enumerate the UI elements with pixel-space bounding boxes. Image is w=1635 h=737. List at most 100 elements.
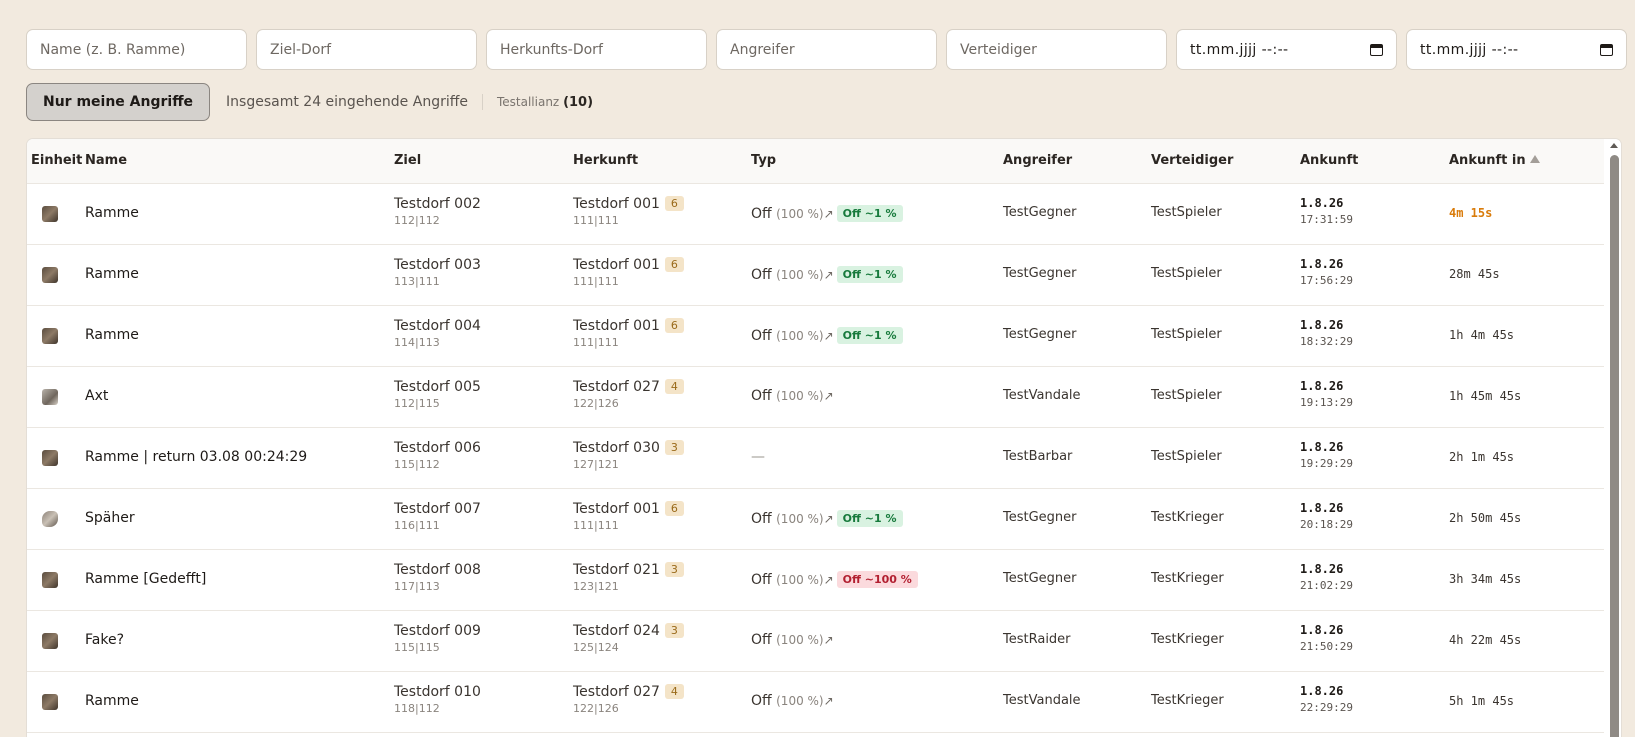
target-village-link[interactable]: Testdorf 007: [394, 501, 481, 517]
defender-name[interactable]: TestSpieler: [1151, 266, 1222, 281]
origin-coords: 123|121: [573, 580, 619, 593]
date-from-input[interactable]: tt.mm.jjjj --:--: [1176, 29, 1397, 70]
attacker-name[interactable]: TestGegner: [1003, 205, 1077, 220]
arrow-up-right-icon[interactable]: ↗: [823, 573, 834, 587]
attacker-name[interactable]: TestGegner: [1003, 571, 1077, 586]
defender-name[interactable]: TestSpieler: [1151, 327, 1222, 342]
table-row[interactable]: Späher Testdorf 007 116|111 Testdorf 001 6 11…: [27, 489, 1604, 550]
origin-coords: 111|111: [573, 275, 619, 288]
defender-name[interactable]: TestKrieger: [1151, 571, 1224, 586]
origin-village-filter-input[interactable]: Herkunfts-Dorf: [486, 29, 707, 70]
arrow-up-right-icon[interactable]: ↗: [823, 694, 834, 708]
origin-village-link[interactable]: Testdorf 027: [573, 684, 660, 700]
table-row[interactable]: Fake? Testdorf 009 115|115 Testdorf 024 3 125…: [27, 611, 1604, 672]
attacker-name[interactable]: TestGegner: [1003, 510, 1077, 525]
arrow-up-right-icon[interactable]: ↗: [823, 329, 834, 343]
origin-village-link[interactable]: Testdorf 027: [573, 379, 660, 395]
attacker-filter-placeholder: Angreifer: [730, 41, 795, 58]
table-row[interactable]: Ramme Testdorf 002 112|112 Testdorf 001 6 111…: [27, 184, 1604, 245]
scrollbar[interactable]: [1607, 139, 1621, 737]
ram-icon: [42, 450, 58, 466]
table-row[interactable]: Axt Testdorf 005 112|115 Testdorf 027 4 122|1…: [27, 367, 1604, 428]
arrival-clock: 21:50:29: [1300, 640, 1353, 653]
calendar-icon[interactable]: [1370, 43, 1383, 56]
date-to-input[interactable]: tt.mm.jjjj --:--: [1406, 29, 1627, 70]
defender-name[interactable]: TestKrieger: [1151, 632, 1224, 647]
scrollbar-thumb[interactable]: [1610, 155, 1619, 737]
table-row[interactable]: Ramme Testdorf 010 118|112 Testdorf 027 4 122…: [27, 672, 1604, 733]
table-row[interactable]: Ramme Testdorf 003 113|111 Testdorf 001 6 111…: [27, 245, 1604, 306]
ram-icon: [42, 694, 58, 710]
arrival-countdown: 3h 34m 45s: [1449, 572, 1522, 586]
type-percent: (100 %): [776, 389, 824, 403]
target-village-link[interactable]: Testdorf 005: [394, 379, 481, 395]
arrival-date: 1.8.26: [1300, 379, 1344, 393]
scroll-up-arrow-icon[interactable]: [1610, 143, 1618, 148]
type-percent: (100 %): [776, 694, 824, 708]
table-row[interactable]: Ramme | return 03.08 00:24:29 Testdorf 00…: [27, 428, 1604, 489]
origin-village-link[interactable]: Testdorf 001: [573, 257, 660, 273]
defender-filter-input[interactable]: Verteidiger: [946, 29, 1167, 70]
attacker-name[interactable]: TestBarbar: [1003, 449, 1073, 464]
target-village-filter-input[interactable]: Ziel-Dorf: [256, 29, 477, 70]
table-row[interactable]: Ramme [Gedefft] Testdorf 008 117|113 Testdo…: [27, 550, 1604, 611]
arrow-up-right-icon[interactable]: ↗: [823, 512, 834, 526]
target-village-link[interactable]: Testdorf 006: [394, 440, 481, 456]
defender-name[interactable]: TestSpieler: [1151, 449, 1222, 464]
header-origin[interactable]: Herkunft: [573, 153, 639, 168]
points-badge: 6: [664, 318, 684, 333]
attacker-name[interactable]: TestRaider: [1003, 632, 1071, 647]
calendar-icon[interactable]: [1600, 43, 1613, 56]
arrival-time: 1.8.26 18:32:29: [1300, 318, 1353, 348]
attack-type: —: [751, 449, 765, 465]
attacker-name[interactable]: TestGegner: [1003, 266, 1077, 281]
arrow-up-right-icon[interactable]: ↗: [823, 268, 834, 282]
origin-village-link[interactable]: Testdorf 001: [573, 501, 660, 517]
target-village-link[interactable]: Testdorf 008: [394, 562, 481, 578]
attacker-name[interactable]: TestGegner: [1003, 327, 1077, 342]
arrival-date: 1.8.26: [1300, 196, 1344, 210]
target-village: Testdorf 007 116|111: [394, 501, 481, 532]
header-target[interactable]: Ziel: [394, 153, 422, 168]
arrow-up-right-icon[interactable]: ↗: [823, 207, 834, 221]
origin-village-link[interactable]: Testdorf 021: [573, 562, 660, 578]
target-village-link[interactable]: Testdorf 009: [394, 623, 481, 639]
attack-type: Off (100 %)↗: [751, 388, 834, 404]
attacker-name[interactable]: TestVandale: [1003, 388, 1081, 403]
arrow-up-right-icon[interactable]: ↗: [823, 633, 834, 647]
defender-name[interactable]: TestSpieler: [1151, 205, 1222, 220]
name-filter-placeholder: Name (z. B. Ramme): [40, 41, 186, 58]
header-type[interactable]: Typ: [751, 153, 777, 168]
type-percent: (100 %): [776, 633, 824, 647]
filter-bar: Name (z. B. Ramme) Ziel-Dorf Herkunfts-D…: [26, 29, 1627, 70]
points-badge: 4: [664, 379, 684, 394]
arrival-countdown: 1h 4m 45s: [1449, 328, 1515, 342]
attacker-filter-input[interactable]: Angreifer: [716, 29, 937, 70]
divider: [481, 94, 483, 110]
attacker-name[interactable]: TestVandale: [1003, 693, 1081, 708]
origin-village-link[interactable]: Testdorf 001: [573, 318, 660, 334]
header-name[interactable]: Name: [85, 153, 128, 168]
target-village-link[interactable]: Testdorf 003: [394, 257, 481, 273]
defender-name[interactable]: TestKrieger: [1151, 510, 1224, 525]
arrow-up-right-icon[interactable]: ↗: [823, 389, 834, 403]
header-attacker[interactable]: Angreifer: [1003, 153, 1073, 168]
target-village-link[interactable]: Testdorf 010: [394, 684, 481, 700]
defender-name[interactable]: TestSpieler: [1151, 388, 1222, 403]
defender-name[interactable]: TestKrieger: [1151, 693, 1224, 708]
only-my-attacks-button[interactable]: Nur meine Angriffe: [26, 83, 211, 121]
name-filter-input[interactable]: Name (z. B. Ramme): [26, 29, 247, 70]
arrival-countdown: 4h 22m 45s: [1449, 633, 1522, 647]
header-arrival-in[interactable]: Ankunft in: [1449, 153, 1540, 168]
header-unit[interactable]: Einheit: [31, 153, 83, 168]
target-village-link[interactable]: Testdorf 004: [394, 318, 481, 334]
origin-village-link[interactable]: Testdorf 001: [573, 196, 660, 212]
header-arrival[interactable]: Ankunft: [1300, 153, 1359, 168]
table-row[interactable]: Ramme Testdorf 004 114|113 Testdorf 001 6 111…: [27, 306, 1604, 367]
origin-village-link[interactable]: Testdorf 024: [573, 623, 660, 639]
origin-village-link[interactable]: Testdorf 030: [573, 440, 660, 456]
origin-coords: 122|126: [573, 702, 619, 715]
target-village-link[interactable]: Testdorf 002: [394, 196, 481, 212]
header-defender[interactable]: Verteidiger: [1151, 153, 1234, 168]
arrival-date: 1.8.26: [1300, 318, 1344, 332]
